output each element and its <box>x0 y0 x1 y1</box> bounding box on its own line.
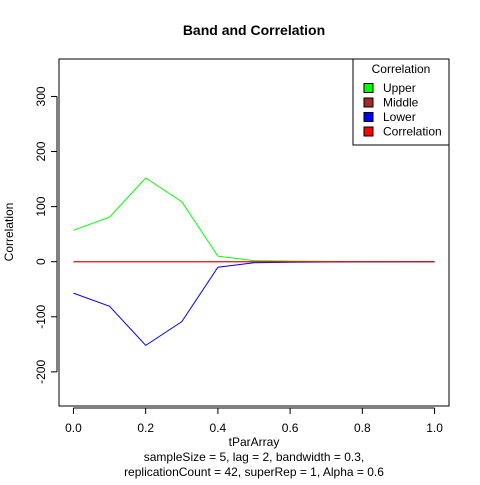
y-tick-label: 100 <box>34 196 48 216</box>
x-tick-label: 1.0 <box>426 421 443 435</box>
y-tick-label: 0 <box>34 258 48 265</box>
y-tick-label: 300 <box>34 86 48 106</box>
plot-frame <box>58 58 450 407</box>
y-tick-label: -200 <box>34 360 48 384</box>
x-axis: 0.0 0.2 0.4 0.6 0.8 1.0 <box>65 407 443 435</box>
legend-label-lower: Lower <box>383 110 416 124</box>
x-tick-label: 0.4 <box>210 421 227 435</box>
x-tick-label: 0.6 <box>282 421 299 435</box>
legend-swatch-middle <box>363 97 374 108</box>
series-line-upper <box>73 177 435 263</box>
legend-label-middle: Middle <box>383 96 419 110</box>
y-tick-label: 200 <box>34 141 48 161</box>
y-axis: -200 -100 0 100 200 300 <box>34 86 58 384</box>
x-tick-label: 0.0 <box>65 421 82 435</box>
subtitle-line-1: sampleSize = 5, lag = 2, bandwidth = 0.3… <box>144 450 364 464</box>
subtitle-line-2: replicationCount = 42, superRep = 1, Alp… <box>124 465 384 479</box>
x-tick-label: 0.2 <box>137 421 154 435</box>
legend-swatch-correlation <box>363 126 374 137</box>
legend-swatch-lower <box>363 112 374 122</box>
series-line-lower <box>73 261 435 347</box>
legend-label-upper: Upper <box>383 81 416 95</box>
x-tick-label: 0.8 <box>354 421 371 435</box>
series-lines <box>73 177 435 347</box>
legend-label-correlation: Correlation <box>383 125 442 139</box>
chart-title: Band and Correlation <box>183 22 325 38</box>
x-axis-label: tParArray <box>229 435 280 449</box>
y-tick-label: -100 <box>34 304 48 328</box>
y-axis-label: Correlation <box>2 203 16 262</box>
legend-title: Correlation <box>372 62 431 76</box>
legend-swatch-upper <box>363 83 374 93</box>
